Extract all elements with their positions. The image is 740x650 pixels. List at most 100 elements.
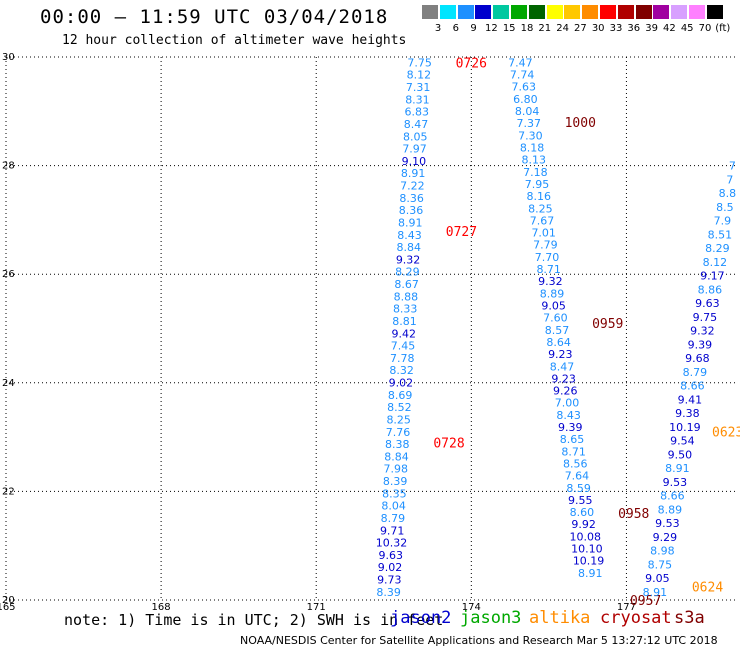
wave-height-value: 8.66	[680, 380, 705, 393]
scale-label: 39	[645, 23, 658, 34]
wave-height-value: 8.91	[398, 216, 423, 229]
scale-swatch	[422, 5, 438, 19]
time-label: 0726	[456, 56, 487, 71]
wave-height-value: 9.39	[558, 421, 583, 434]
scale-label: 36	[627, 23, 641, 34]
wave-height-value: 7.00	[555, 397, 580, 410]
wave-height-value: 7.78	[390, 352, 415, 365]
scale-label: 33	[609, 23, 623, 34]
mission-altika: altika	[529, 608, 591, 628]
wave-height-value: 9.63	[695, 297, 720, 310]
wave-height-value: 7.63	[512, 81, 537, 94]
footer-credit: NOAA/NESDIS Center for Satellite Applica…	[240, 634, 718, 647]
wave-height-value: 8.8	[719, 187, 737, 200]
time-label: 0728	[433, 437, 464, 452]
wave-height-value: 8.38	[385, 438, 410, 451]
wave-height-value: 8.16	[526, 190, 551, 203]
scale-label: 70	[698, 23, 712, 34]
wave-height-value: 7.79	[533, 239, 558, 252]
wave-height-value: 7	[726, 173, 733, 186]
scale-swatch	[706, 5, 723, 19]
wave-height-value: 8.67	[394, 278, 419, 291]
lat-tick-label: 22	[2, 486, 15, 497]
wave-height-value: 7.75	[407, 56, 432, 69]
wave-height-value: 8.05	[403, 130, 428, 143]
wave-height-value: 9.73	[377, 574, 402, 587]
wave-height-value: 8.65	[560, 433, 585, 446]
wave-height-value: 9.54	[670, 435, 695, 448]
wave-height-value: 7.45	[391, 340, 416, 353]
wave-height-value: 9.29	[653, 531, 678, 544]
wave-height-value: 9.75	[693, 311, 718, 324]
scale-swatch	[493, 5, 510, 19]
wave-height-value: 8.29	[395, 266, 420, 279]
wave-height-value: 8.91	[578, 567, 603, 580]
time-label: 0959	[592, 317, 623, 332]
wave-height-value: 7	[729, 160, 736, 173]
scale-label: 30	[591, 23, 605, 34]
wave-height-value: 8.59	[566, 482, 591, 495]
wave-height-value: 9.05	[645, 572, 670, 585]
time-label: 0958	[618, 507, 649, 522]
scale-label: 24	[556, 23, 569, 34]
wave-height-value: 8.04	[515, 105, 540, 118]
wave-height-value: 9.23	[548, 348, 573, 361]
wave-height-value: 7.60	[543, 312, 568, 325]
wave-height-value: 9.05	[541, 299, 566, 312]
wave-height-value: 7.22	[400, 180, 425, 193]
wave-height-value: 6.80	[513, 93, 538, 106]
scale-swatch	[689, 5, 705, 19]
scale-swatch	[528, 5, 545, 19]
wave-height-value: 7.76	[386, 426, 411, 439]
scale-label: 12	[485, 23, 498, 34]
lon-tick-label: 177	[617, 602, 636, 613]
scale-label: 45	[680, 23, 694, 34]
scale-label: 18	[520, 23, 534, 34]
wave-height-value: 9.02	[378, 561, 403, 574]
scale-label: 15	[502, 23, 516, 34]
time-label: 0624	[692, 580, 723, 595]
wave-height-value: 9.53	[655, 517, 680, 530]
wave-height-value: 7.47	[508, 56, 533, 69]
mission-jason2: jason2	[390, 608, 452, 628]
wave-height-value: 8.84	[397, 241, 422, 254]
page-subtitle: 12 hour collection of altimeter wave hei…	[62, 33, 407, 48]
wave-height-value: 8.57	[545, 324, 570, 337]
wave-height-value: 8.56	[563, 457, 588, 470]
wave-height-value: 8.31	[405, 93, 430, 106]
wave-height-value: 9.68	[685, 352, 710, 365]
wave-height-value: 8.89	[658, 503, 683, 516]
wave-height-value: 9.32	[538, 275, 563, 288]
scale-swatch	[439, 5, 456, 19]
wave-height-value: 8.35	[382, 487, 407, 500]
wave-height-value: 8.12	[703, 256, 728, 269]
wave-height-value: 8.51	[708, 228, 733, 241]
wave-height-value: 8.91	[665, 462, 690, 475]
scale-swatch	[600, 5, 616, 19]
wave-height-value: 8.5	[716, 201, 734, 214]
mission-s3a: s3a	[674, 608, 705, 628]
wave-height-value: 9.10	[402, 155, 427, 168]
wave-height-value: 8.64	[546, 336, 571, 349]
wave-height-value: 9.50	[668, 448, 693, 461]
scale-swatch	[653, 5, 670, 19]
lat-tick-label: 30	[2, 52, 15, 63]
wave-height-value: 9.26	[553, 385, 578, 398]
wave-height-value: 9.32	[690, 325, 715, 338]
wave-height-value: 8.79	[683, 366, 708, 379]
time-label: 0727	[446, 225, 477, 240]
wave-height-value: 7.97	[402, 143, 427, 156]
wave-height-value: 9.17	[700, 270, 725, 283]
wave-height-value: 7.95	[525, 178, 550, 191]
lat-tick-label: 26	[2, 269, 15, 280]
wave-height-value: 10.19	[669, 421, 701, 434]
wave-height-value: 8.88	[394, 290, 419, 303]
wave-height-value: 8.13	[521, 154, 546, 167]
wave-height-value: 10.19	[573, 555, 605, 568]
scale-label: 6	[452, 23, 459, 34]
scale-label: 9	[470, 23, 477, 34]
wave-height-value: 8.47	[404, 118, 429, 131]
wave-height-value: 10.32	[376, 537, 408, 550]
wave-height-value: 10.10	[571, 543, 603, 556]
wave-height-value: 8.36	[399, 204, 424, 217]
